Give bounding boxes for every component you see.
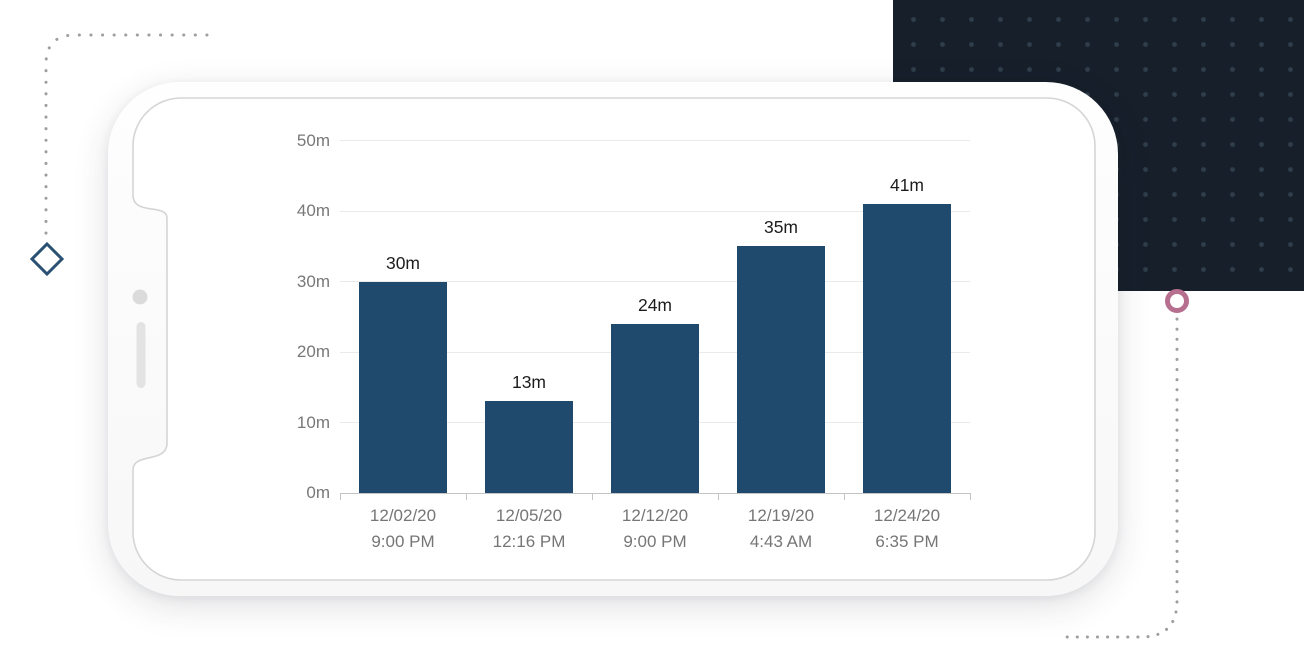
bar bbox=[863, 203, 951, 493]
x-axis-category-label: 12/02/20 9:00 PM bbox=[333, 503, 473, 555]
category-time: 12:16 PM bbox=[492, 532, 566, 551]
bar-value-label: 35m bbox=[763, 217, 799, 238]
speaker-bar bbox=[136, 322, 146, 388]
bar-value-label: 30m bbox=[385, 252, 421, 273]
category-date: 12/24/20 bbox=[873, 506, 941, 525]
gridline-0m bbox=[340, 492, 970, 494]
y-axis-label: 30m bbox=[296, 271, 330, 291]
x-axis-tick bbox=[718, 493, 719, 500]
x-axis-category-label: 12/05/20 12:16 PM bbox=[459, 503, 599, 555]
bar bbox=[485, 401, 573, 493]
y-axis-label: 50m bbox=[296, 130, 330, 150]
y-axis-label: 0m bbox=[306, 483, 330, 502]
x-axis-category-label: 12/12/20 9:00 PM bbox=[585, 503, 725, 555]
x-axis-tick bbox=[340, 493, 341, 500]
bar bbox=[611, 323, 699, 493]
y-axis-label: 40m bbox=[296, 201, 330, 220]
phone-mockup: 50m 40m 30m 20m 10m 0m 30m 12/02/20 9:00 PM 13m 12… bbox=[108, 82, 1118, 596]
camera-icon bbox=[132, 289, 148, 305]
category-date: 12/05/20 bbox=[495, 506, 563, 525]
bar-chart: 50m 40m 30m 20m 10m 0m 30m 12/02/20 9:00 PM 13m 12… bbox=[108, 82, 1118, 596]
y-axis-label: 10m bbox=[296, 412, 330, 432]
category-date: 12/12/20 bbox=[621, 506, 689, 525]
y-axis-label: 20m bbox=[296, 342, 330, 361]
x-axis-category-label: 12/24/20 6:35 PM bbox=[837, 503, 977, 555]
bar-value-label: 13m bbox=[511, 372, 547, 393]
x-axis-tick bbox=[592, 493, 593, 500]
diamond-icon bbox=[29, 241, 65, 277]
bar-value-label: 41m bbox=[889, 174, 925, 195]
bar bbox=[737, 246, 825, 493]
category-time: 9:00 PM bbox=[371, 532, 435, 551]
gridline-30m bbox=[340, 281, 970, 282]
x-axis-category-label: 12/19/20 4:43 AM bbox=[711, 503, 851, 555]
bar bbox=[359, 281, 447, 493]
x-axis-tick bbox=[844, 493, 845, 500]
gridline-50m bbox=[340, 140, 970, 141]
category-date: 12/19/20 bbox=[747, 506, 815, 525]
category-time: 9:00 PM bbox=[623, 532, 687, 551]
category-date: 12/02/20 bbox=[369, 506, 437, 525]
category-time: 6:35 PM bbox=[875, 532, 939, 551]
category-time: 4:43 AM bbox=[749, 532, 813, 551]
gridline-40m bbox=[340, 210, 970, 212]
ring-icon bbox=[1165, 289, 1189, 313]
x-axis-tick bbox=[466, 493, 467, 500]
bar-value-label: 24m bbox=[637, 294, 673, 315]
x-axis-tick bbox=[970, 493, 971, 500]
